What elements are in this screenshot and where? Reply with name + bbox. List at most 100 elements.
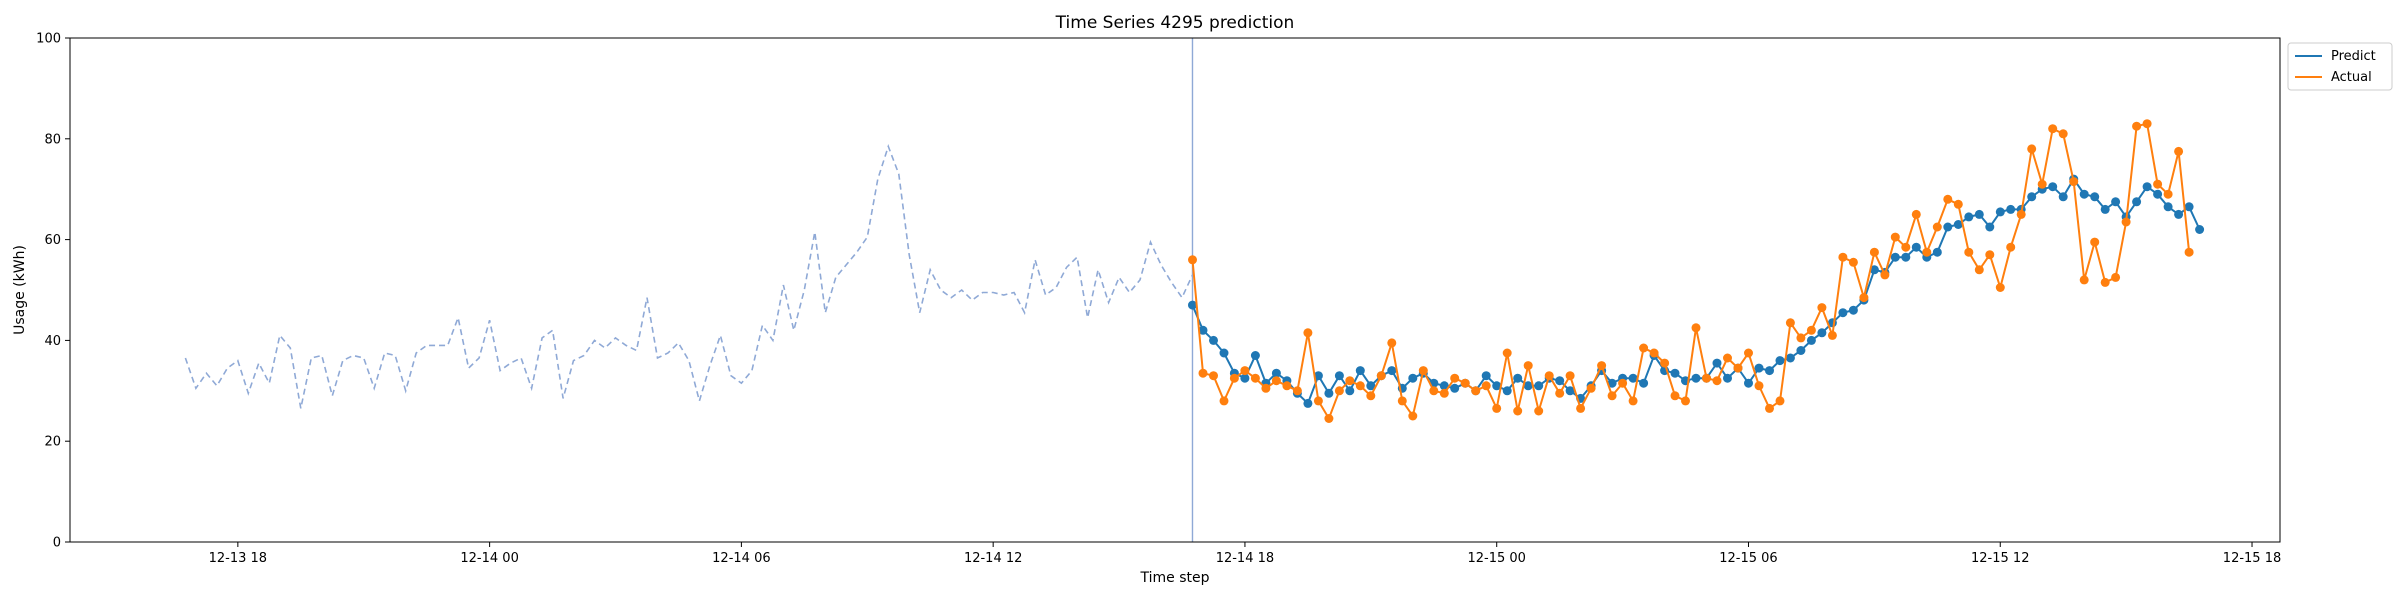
data-point-predict: [1765, 366, 1774, 376]
data-point-predict: [1565, 386, 1575, 396]
x-tick-label: 12-15 18: [2223, 551, 2281, 566]
data-point-actual: [1429, 386, 1439, 396]
data-point-predict: [1817, 328, 1827, 338]
data-point-actual: [2006, 242, 2016, 252]
x-tick-label: 12-15 00: [1467, 551, 1525, 566]
data-point-predict: [1334, 371, 1344, 381]
data-point-predict: [1450, 383, 1460, 393]
data-point-actual: [1607, 391, 1617, 401]
plot-frame: [69, 37, 2281, 543]
data-point-actual: [1481, 381, 1491, 391]
data-point-actual: [1460, 378, 1470, 388]
axes: [69, 37, 2281, 543]
data-point-predict: [2090, 192, 2100, 202]
data-point-actual: [1838, 252, 1848, 262]
data-point-actual: [1890, 232, 1900, 242]
legend-label-actual: Actual: [2331, 70, 2372, 85]
data-point-actual: [1964, 247, 1974, 257]
data-point-actual: [1775, 396, 1785, 406]
data-point-predict: [1964, 212, 1974, 222]
data-point-actual: [1785, 318, 1795, 328]
y-tick-label: 20: [44, 435, 61, 450]
data-point-predict: [2058, 192, 2068, 202]
data-point-predict: [1513, 373, 1523, 383]
data-point-actual: [1313, 396, 1323, 406]
data-point-predict: [1869, 265, 1879, 275]
data-point-predict: [1324, 388, 1334, 398]
y-tick-label: 100: [36, 32, 61, 47]
x-tick-label: 12-15 06: [1719, 551, 1777, 566]
data-point-predict: [1250, 351, 1260, 360]
data-point-actual: [1995, 283, 2005, 292]
data-point-predict: [1523, 381, 1533, 391]
data-point-predict: [1439, 381, 1449, 391]
data-point-actual: [1806, 325, 1816, 335]
data-point-actual: [1597, 361, 1607, 371]
data-point-actual: [1796, 333, 1806, 343]
data-point-predict: [2153, 189, 2163, 199]
x-axis-label: Time step: [1140, 570, 1210, 586]
data-point-actual: [2111, 272, 2121, 282]
data-point-predict: [2100, 204, 2110, 214]
data-point-actual: [1827, 330, 1837, 340]
data-point-actual: [1334, 386, 1344, 396]
data-point-predict: [2163, 202, 2173, 212]
data-point-predict: [1785, 353, 1795, 363]
data-point-actual: [1376, 371, 1386, 381]
data-point-actual: [1765, 403, 1774, 413]
data-point-actual: [1691, 323, 1701, 333]
data-point-predict: [1628, 373, 1638, 383]
data-point-predict: [1387, 366, 1397, 376]
legend: Predict Actual: [2287, 42, 2393, 91]
series-predict: [1188, 174, 2205, 408]
data-point-predict: [2142, 182, 2152, 192]
data-point-predict: [1848, 305, 1858, 315]
data-point-actual: [1534, 406, 1544, 416]
data-point-actual: [1523, 361, 1533, 371]
data-point-actual: [1282, 381, 1292, 391]
data-point-predict: [1995, 207, 2005, 217]
data-point-actual: [1555, 388, 1565, 398]
data-point-actual: [1869, 247, 1879, 257]
data-point-actual: [1953, 199, 1963, 209]
data-point-predict: [1502, 386, 1512, 396]
legend-label-predict: Predict: [2331, 49, 2376, 64]
data-point-actual: [1303, 328, 1313, 338]
data-point-actual: [1229, 373, 1239, 383]
data-point-actual: [1250, 373, 1260, 383]
data-point-actual: [1219, 396, 1229, 406]
data-point-predict: [1953, 220, 1963, 229]
history-line: [184, 143, 1194, 409]
data-point-actual: [1240, 366, 1250, 376]
data-point-actual: [2016, 209, 2026, 219]
data-point-predict: [1974, 209, 1984, 219]
x-tick-label: 12-14 18: [1216, 551, 1274, 566]
data-point-actual: [2069, 177, 2079, 187]
data-point-predict: [1932, 247, 1942, 257]
data-point-predict: [1985, 222, 1995, 232]
data-point-actual: [2079, 275, 2089, 285]
data-point-actual: [1198, 368, 1208, 378]
data-point-actual: [1345, 376, 1355, 386]
legend-box: [2287, 42, 2393, 91]
y-tick-label: 80: [44, 132, 61, 147]
data-point-actual: [1492, 403, 1502, 413]
y-axis-label: Usage (kWh): [12, 245, 28, 335]
data-point-actual: [1418, 366, 1428, 376]
data-point-predict: [1345, 386, 1355, 396]
x-tick-label: 12-14 12: [964, 551, 1022, 566]
data-point-predict: [1481, 371, 1491, 381]
data-point-predict: [1209, 335, 1218, 345]
data-point-predict: [1198, 325, 1208, 335]
data-point-actual: [1639, 343, 1649, 353]
data-point-predict: [1534, 381, 1544, 391]
data-point-predict: [1355, 366, 1365, 376]
data-point-predict: [1366, 381, 1376, 391]
data-point-predict: [1744, 378, 1753, 388]
data-point-actual: [1397, 396, 1407, 406]
data-point-predict: [1492, 381, 1502, 391]
data-point-actual: [1565, 371, 1575, 381]
data-point-actual: [2121, 217, 2131, 227]
data-point-actual: [2100, 277, 2110, 287]
